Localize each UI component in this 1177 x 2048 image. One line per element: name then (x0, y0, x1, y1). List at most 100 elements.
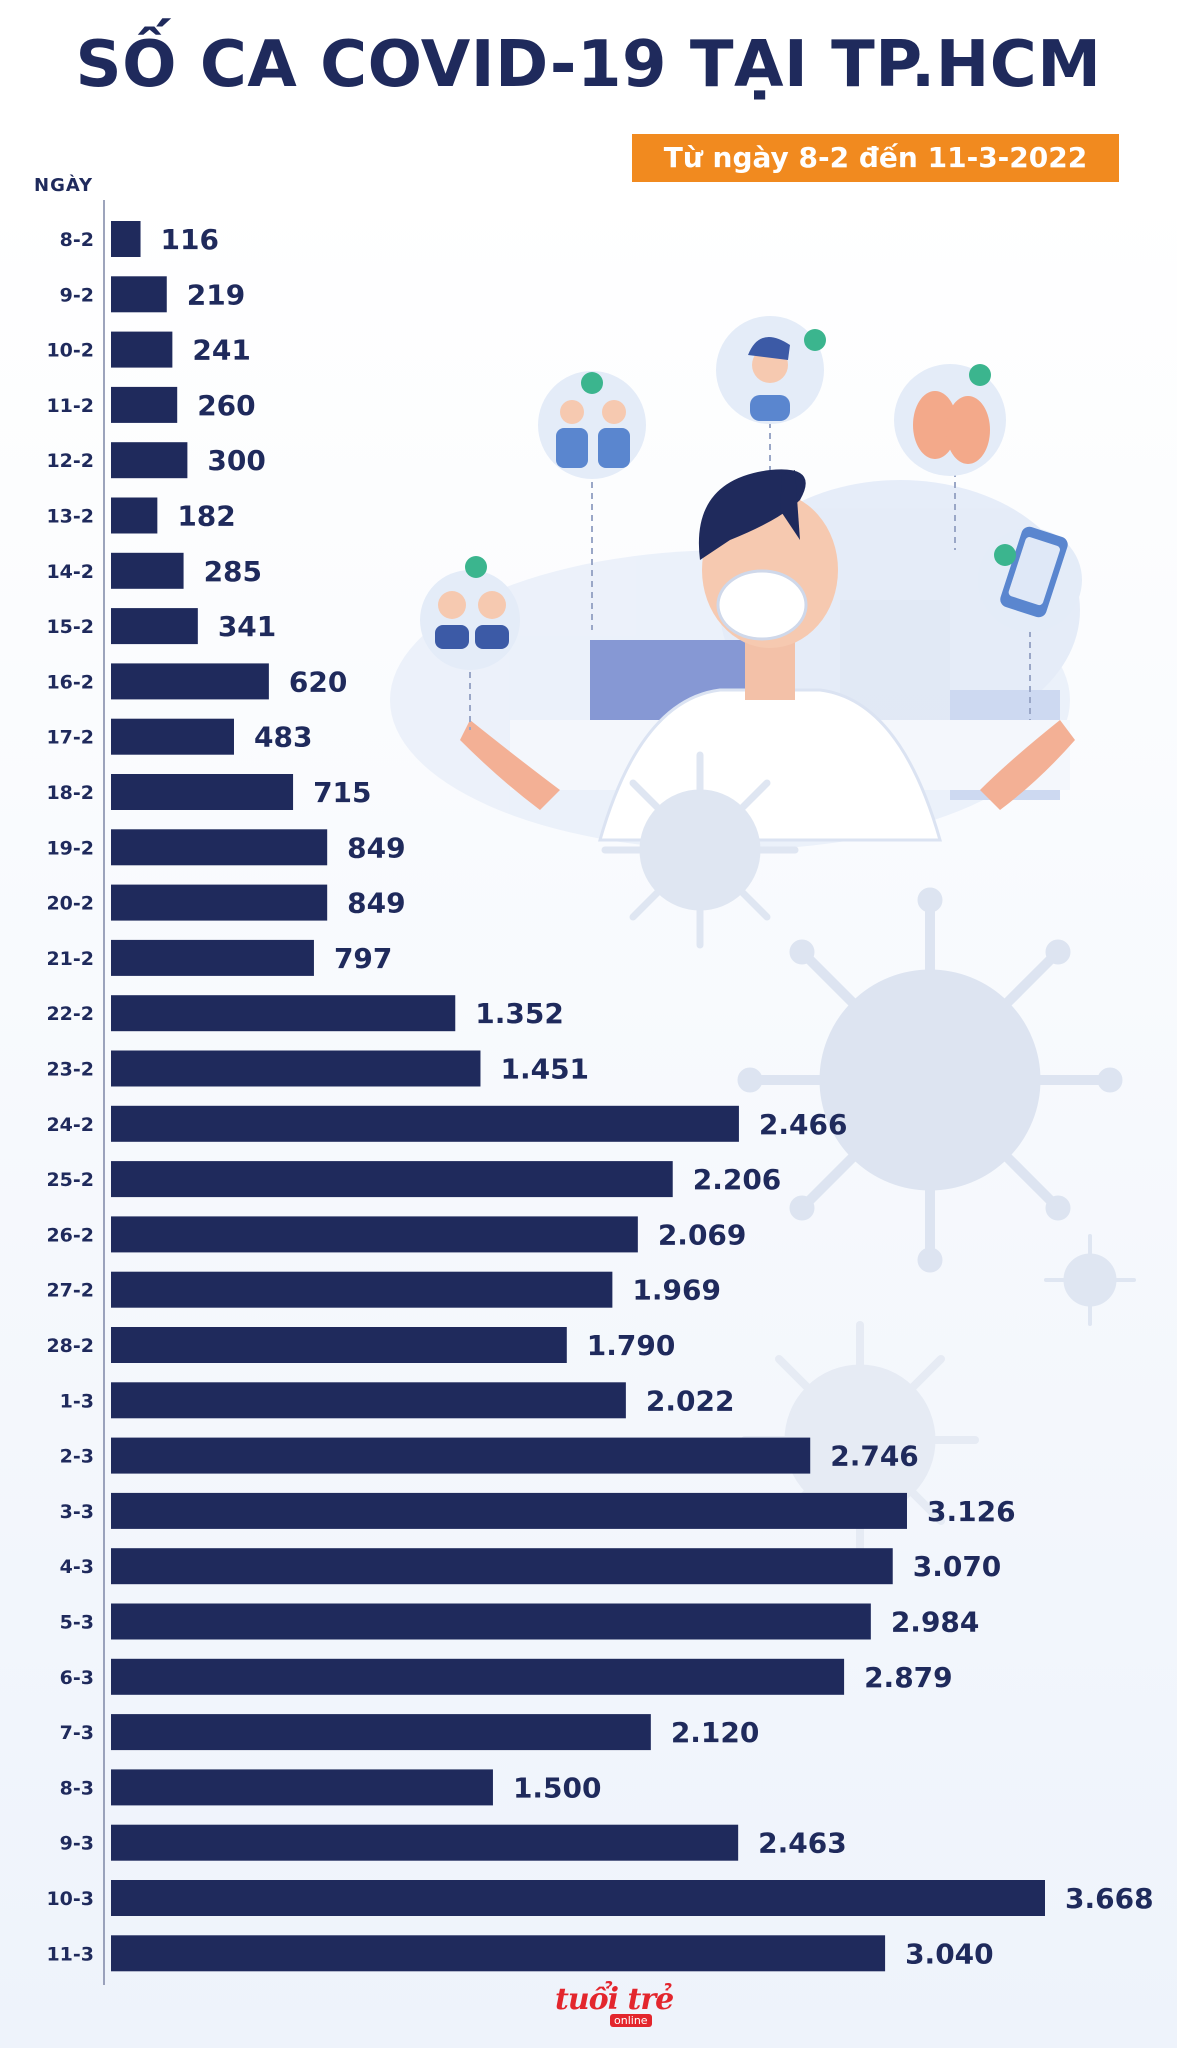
value-label: 3.126 (927, 1495, 1016, 1528)
hand-wash-icon (894, 364, 1006, 550)
bar (111, 386, 178, 423)
value-label: 2.746 (830, 1440, 919, 1473)
category-label: 27-2 (46, 1280, 94, 1302)
virus-small-icon (601, 751, 799, 949)
bar (111, 1271, 613, 1308)
category-label: 11-3 (46, 1943, 94, 1965)
category-label: 6-3 (60, 1667, 94, 1689)
category-label: 19-2 (46, 837, 94, 859)
phone-medical-icon (978, 526, 1082, 720)
bar (111, 276, 167, 313)
value-label: 116 (161, 223, 219, 256)
category-label: 16-2 (46, 671, 94, 693)
category-label: 24-2 (46, 1114, 94, 1136)
value-label: 1.790 (587, 1329, 676, 1362)
category-label: 28-2 (46, 1335, 94, 1357)
category-label: 9-2 (60, 284, 94, 306)
category-label: 1-3 (60, 1390, 94, 1412)
value-label: 241 (192, 334, 250, 367)
category-label: 25-2 (46, 1169, 94, 1191)
value-label: 2.069 (658, 1218, 747, 1251)
category-label: 14-2 (46, 561, 94, 583)
virus-large-icon (737, 887, 1123, 1273)
bar (111, 1714, 651, 1751)
value-label: 849 (347, 887, 405, 920)
bar (111, 442, 188, 479)
value-label: 3.040 (905, 1937, 994, 1970)
bar (111, 608, 198, 645)
axis-day-label: NGÀY (34, 175, 94, 196)
bar (111, 1382, 626, 1419)
value-label: 2.463 (758, 1827, 847, 1860)
bar (111, 663, 269, 700)
category-label: 9-3 (60, 1833, 94, 1855)
people-masked-icon (420, 556, 520, 730)
value-label: 341 (218, 610, 276, 643)
value-label: 2.120 (671, 1716, 760, 1749)
category-label: 5-3 (60, 1612, 94, 1634)
value-label: 219 (187, 278, 245, 311)
category-label: 22-2 (46, 1003, 94, 1025)
bar (111, 1216, 638, 1253)
category-label: 4-3 (60, 1556, 94, 1578)
value-label: 2.206 (693, 1163, 782, 1196)
value-label: 2.984 (891, 1606, 980, 1639)
bar (111, 1880, 1045, 1916)
category-label: 26-2 (46, 1224, 94, 1246)
bar (111, 1603, 871, 1640)
bar (111, 1492, 907, 1529)
value-label: 260 (197, 389, 255, 422)
bar (111, 221, 141, 257)
value-label: 300 (207, 444, 265, 477)
value-label: 1.500 (513, 1771, 602, 1804)
category-label: 21-2 (46, 948, 94, 970)
category-label: 2-3 (60, 1446, 94, 1468)
bar (111, 829, 328, 866)
value-label: 1.969 (632, 1274, 721, 1307)
value-label: 3.070 (913, 1550, 1002, 1583)
chart-marks: 8-2 116 9-2 219 10-2 241 11-2 260 12-2 300 13-2 182… (46, 221, 1154, 1972)
value-label: 1.352 (475, 997, 564, 1030)
category-label: 17-2 (46, 727, 94, 749)
category-label: 15-2 (46, 616, 94, 638)
tuoitre-logo: tuổi trẻ (555, 1982, 674, 2017)
bar (111, 1050, 481, 1087)
bar (111, 1769, 493, 1806)
bar (111, 995, 456, 1032)
bar (111, 331, 173, 368)
category-label: 12-2 (46, 450, 94, 472)
category-label: 18-2 (46, 782, 94, 804)
date-range-badge: Từ ngày 8-2 đến 11-3-2022 (632, 134, 1119, 182)
category-label: 8-3 (60, 1777, 94, 1799)
value-label: 1.451 (500, 1053, 589, 1086)
category-label: 11-2 (46, 395, 94, 417)
bar (111, 1935, 886, 1972)
category-label: 20-2 (46, 893, 94, 915)
bar (111, 1548, 893, 1585)
value-label: 3.668 (1065, 1882, 1154, 1915)
category-label: 10-3 (46, 1888, 94, 1910)
bar (111, 1327, 567, 1363)
bar (111, 884, 328, 921)
category-label: 3-3 (60, 1501, 94, 1523)
value-label: 620 (289, 665, 347, 698)
bar (111, 939, 314, 976)
category-label: 7-3 (60, 1722, 94, 1744)
team-icon (538, 371, 646, 630)
value-label: 715 (313, 776, 371, 809)
value-label: 2.879 (864, 1661, 953, 1694)
value-label: 797 (334, 942, 392, 975)
bar (111, 552, 184, 589)
bar (111, 497, 158, 534)
chart-title: SỐ CA COVID-19 TẠI TP.HCM (75, 28, 1102, 102)
category-label: 8-2 (60, 229, 94, 251)
bar (111, 1161, 673, 1198)
value-label: 285 (204, 555, 262, 588)
category-label: 10-2 (46, 340, 94, 362)
category-label: 23-2 (46, 1059, 94, 1081)
bar (111, 1658, 845, 1695)
category-label: 13-2 (46, 506, 94, 528)
bar (111, 774, 294, 810)
bar (111, 718, 234, 755)
